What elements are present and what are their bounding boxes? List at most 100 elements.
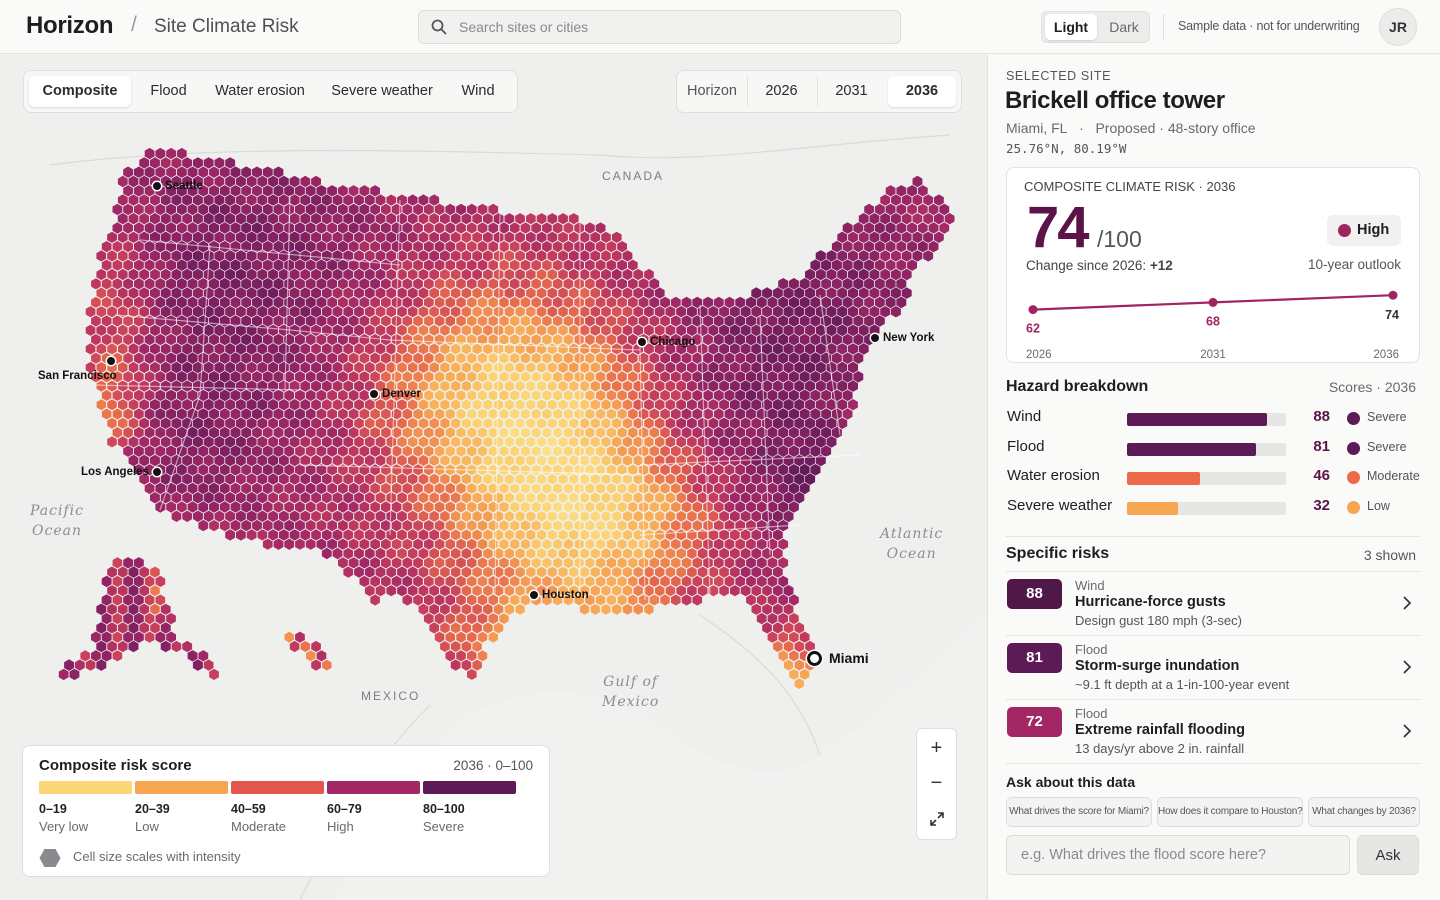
hex-cell[interactable] [869, 213, 880, 225]
hex-cell[interactable] [735, 352, 746, 364]
hex-cell[interactable] [713, 408, 724, 420]
hex-cell[interactable] [107, 268, 117, 281]
hex-cell[interactable] [617, 557, 627, 569]
hex-cell[interactable] [746, 464, 756, 476]
hex-cell[interactable] [569, 399, 579, 410]
hex-cell[interactable] [853, 278, 864, 290]
hex-cell[interactable] [187, 352, 198, 364]
hex-cell[interactable] [520, 594, 531, 606]
hex-cell[interactable] [321, 547, 332, 560]
hex-cell[interactable] [343, 380, 354, 392]
hex-cell[interactable] [537, 399, 547, 410]
hex-cell[interactable] [477, 427, 488, 438]
hex-cell[interactable] [413, 259, 423, 271]
hex-cell[interactable] [606, 371, 617, 383]
hex-cell[interactable] [381, 501, 391, 513]
hex-cell[interactable] [885, 296, 896, 309]
hex-cell[interactable] [338, 482, 348, 494]
hex-cell[interactable] [445, 278, 456, 290]
hex-cell[interactable] [397, 585, 407, 597]
hex-cell[interactable] [477, 501, 488, 513]
hex-cell[interactable] [359, 408, 370, 420]
hex-cell[interactable] [515, 399, 525, 410]
hex-cell[interactable] [381, 408, 391, 420]
hex-cell[interactable] [230, 519, 241, 532]
hex-cell[interactable] [332, 473, 343, 485]
hex-cell[interactable] [144, 575, 155, 587]
hex-cell[interactable] [504, 492, 514, 503]
hex-cell[interactable] [461, 529, 472, 541]
hex-cell[interactable] [553, 446, 563, 457]
city-marker-denver[interactable]: Denver [370, 388, 421, 400]
hex-cell[interactable] [445, 538, 456, 550]
hex-cell[interactable] [719, 547, 729, 560]
hex-cell[interactable] [799, 315, 810, 327]
hex-cell[interactable] [472, 566, 482, 578]
hex-cell[interactable] [477, 594, 488, 606]
hex-cell[interactable] [622, 492, 632, 503]
hex-cell[interactable] [515, 473, 525, 485]
hex-cell[interactable] [595, 278, 606, 290]
hex-cell[interactable] [209, 259, 219, 271]
hex-cell[interactable] [123, 315, 133, 327]
hex-cell[interactable] [252, 333, 262, 346]
hex-cell[interactable] [397, 324, 407, 336]
hex-cell[interactable] [203, 268, 214, 281]
hex-cell[interactable] [590, 492, 600, 503]
hex-cell[interactable] [649, 352, 660, 364]
hex-cell[interactable] [880, 287, 891, 299]
hex-cell[interactable] [483, 269, 493, 280]
hex-cell[interactable] [338, 445, 348, 457]
hex-cell[interactable] [305, 203, 316, 216]
hex-cell[interactable] [144, 482, 155, 495]
hex-cell[interactable] [311, 399, 321, 411]
hex-cell[interactable] [305, 501, 316, 513]
hex-cell[interactable] [499, 464, 509, 475]
hex-cell[interactable] [590, 455, 600, 466]
hex-cell[interactable] [697, 417, 708, 429]
hex-cell[interactable] [327, 371, 338, 383]
hex-cell[interactable] [633, 268, 644, 281]
hex-cell[interactable] [445, 259, 456, 271]
hex-cell[interactable] [375, 343, 386, 355]
hex-cell[interactable] [628, 408, 638, 420]
hex-cell[interactable] [740, 398, 751, 411]
hex-cell[interactable] [434, 259, 445, 271]
hex-cell[interactable] [676, 492, 686, 504]
hex-cell[interactable] [424, 352, 434, 364]
hex-cell[interactable] [375, 324, 386, 336]
hex-cell[interactable] [230, 501, 241, 513]
hex-cell[interactable] [483, 603, 493, 615]
hex-cell[interactable] [407, 194, 418, 206]
hex-cell[interactable] [735, 408, 746, 420]
hex-cell[interactable] [321, 231, 332, 243]
hex-cell[interactable] [445, 650, 456, 662]
hex-cell[interactable] [300, 492, 311, 504]
hex-cell[interactable] [703, 315, 713, 327]
hex-cell[interactable] [96, 268, 107, 281]
hex-cell[interactable] [354, 492, 364, 504]
hex-cell[interactable] [574, 334, 584, 345]
hex-cell[interactable] [112, 259, 123, 271]
hex-cell[interactable] [397, 306, 407, 318]
hex-cell[interactable] [305, 538, 316, 550]
hex-cell[interactable] [628, 464, 638, 476]
hex-cell[interactable] [289, 417, 300, 429]
hex-cell[interactable] [160, 454, 171, 467]
hex-cell[interactable] [198, 222, 209, 234]
hex-cell[interactable] [526, 306, 536, 318]
hex-cell[interactable] [569, 324, 579, 336]
hex-cell[interactable] [510, 501, 520, 513]
hex-cell[interactable] [134, 389, 144, 401]
hex-cell[interactable] [537, 529, 547, 541]
hex-cell[interactable] [316, 334, 327, 346]
hex-cell[interactable] [746, 315, 756, 327]
hex-cell[interactable] [101, 241, 112, 253]
hex-cell[interactable] [343, 306, 354, 318]
hex-cell[interactable] [687, 361, 697, 374]
hex-cell[interactable] [112, 594, 123, 606]
hex-cell[interactable] [440, 250, 450, 262]
hex-cell[interactable] [418, 287, 429, 299]
hex-cell[interactable] [547, 529, 557, 541]
hex-cell[interactable] [772, 510, 783, 523]
